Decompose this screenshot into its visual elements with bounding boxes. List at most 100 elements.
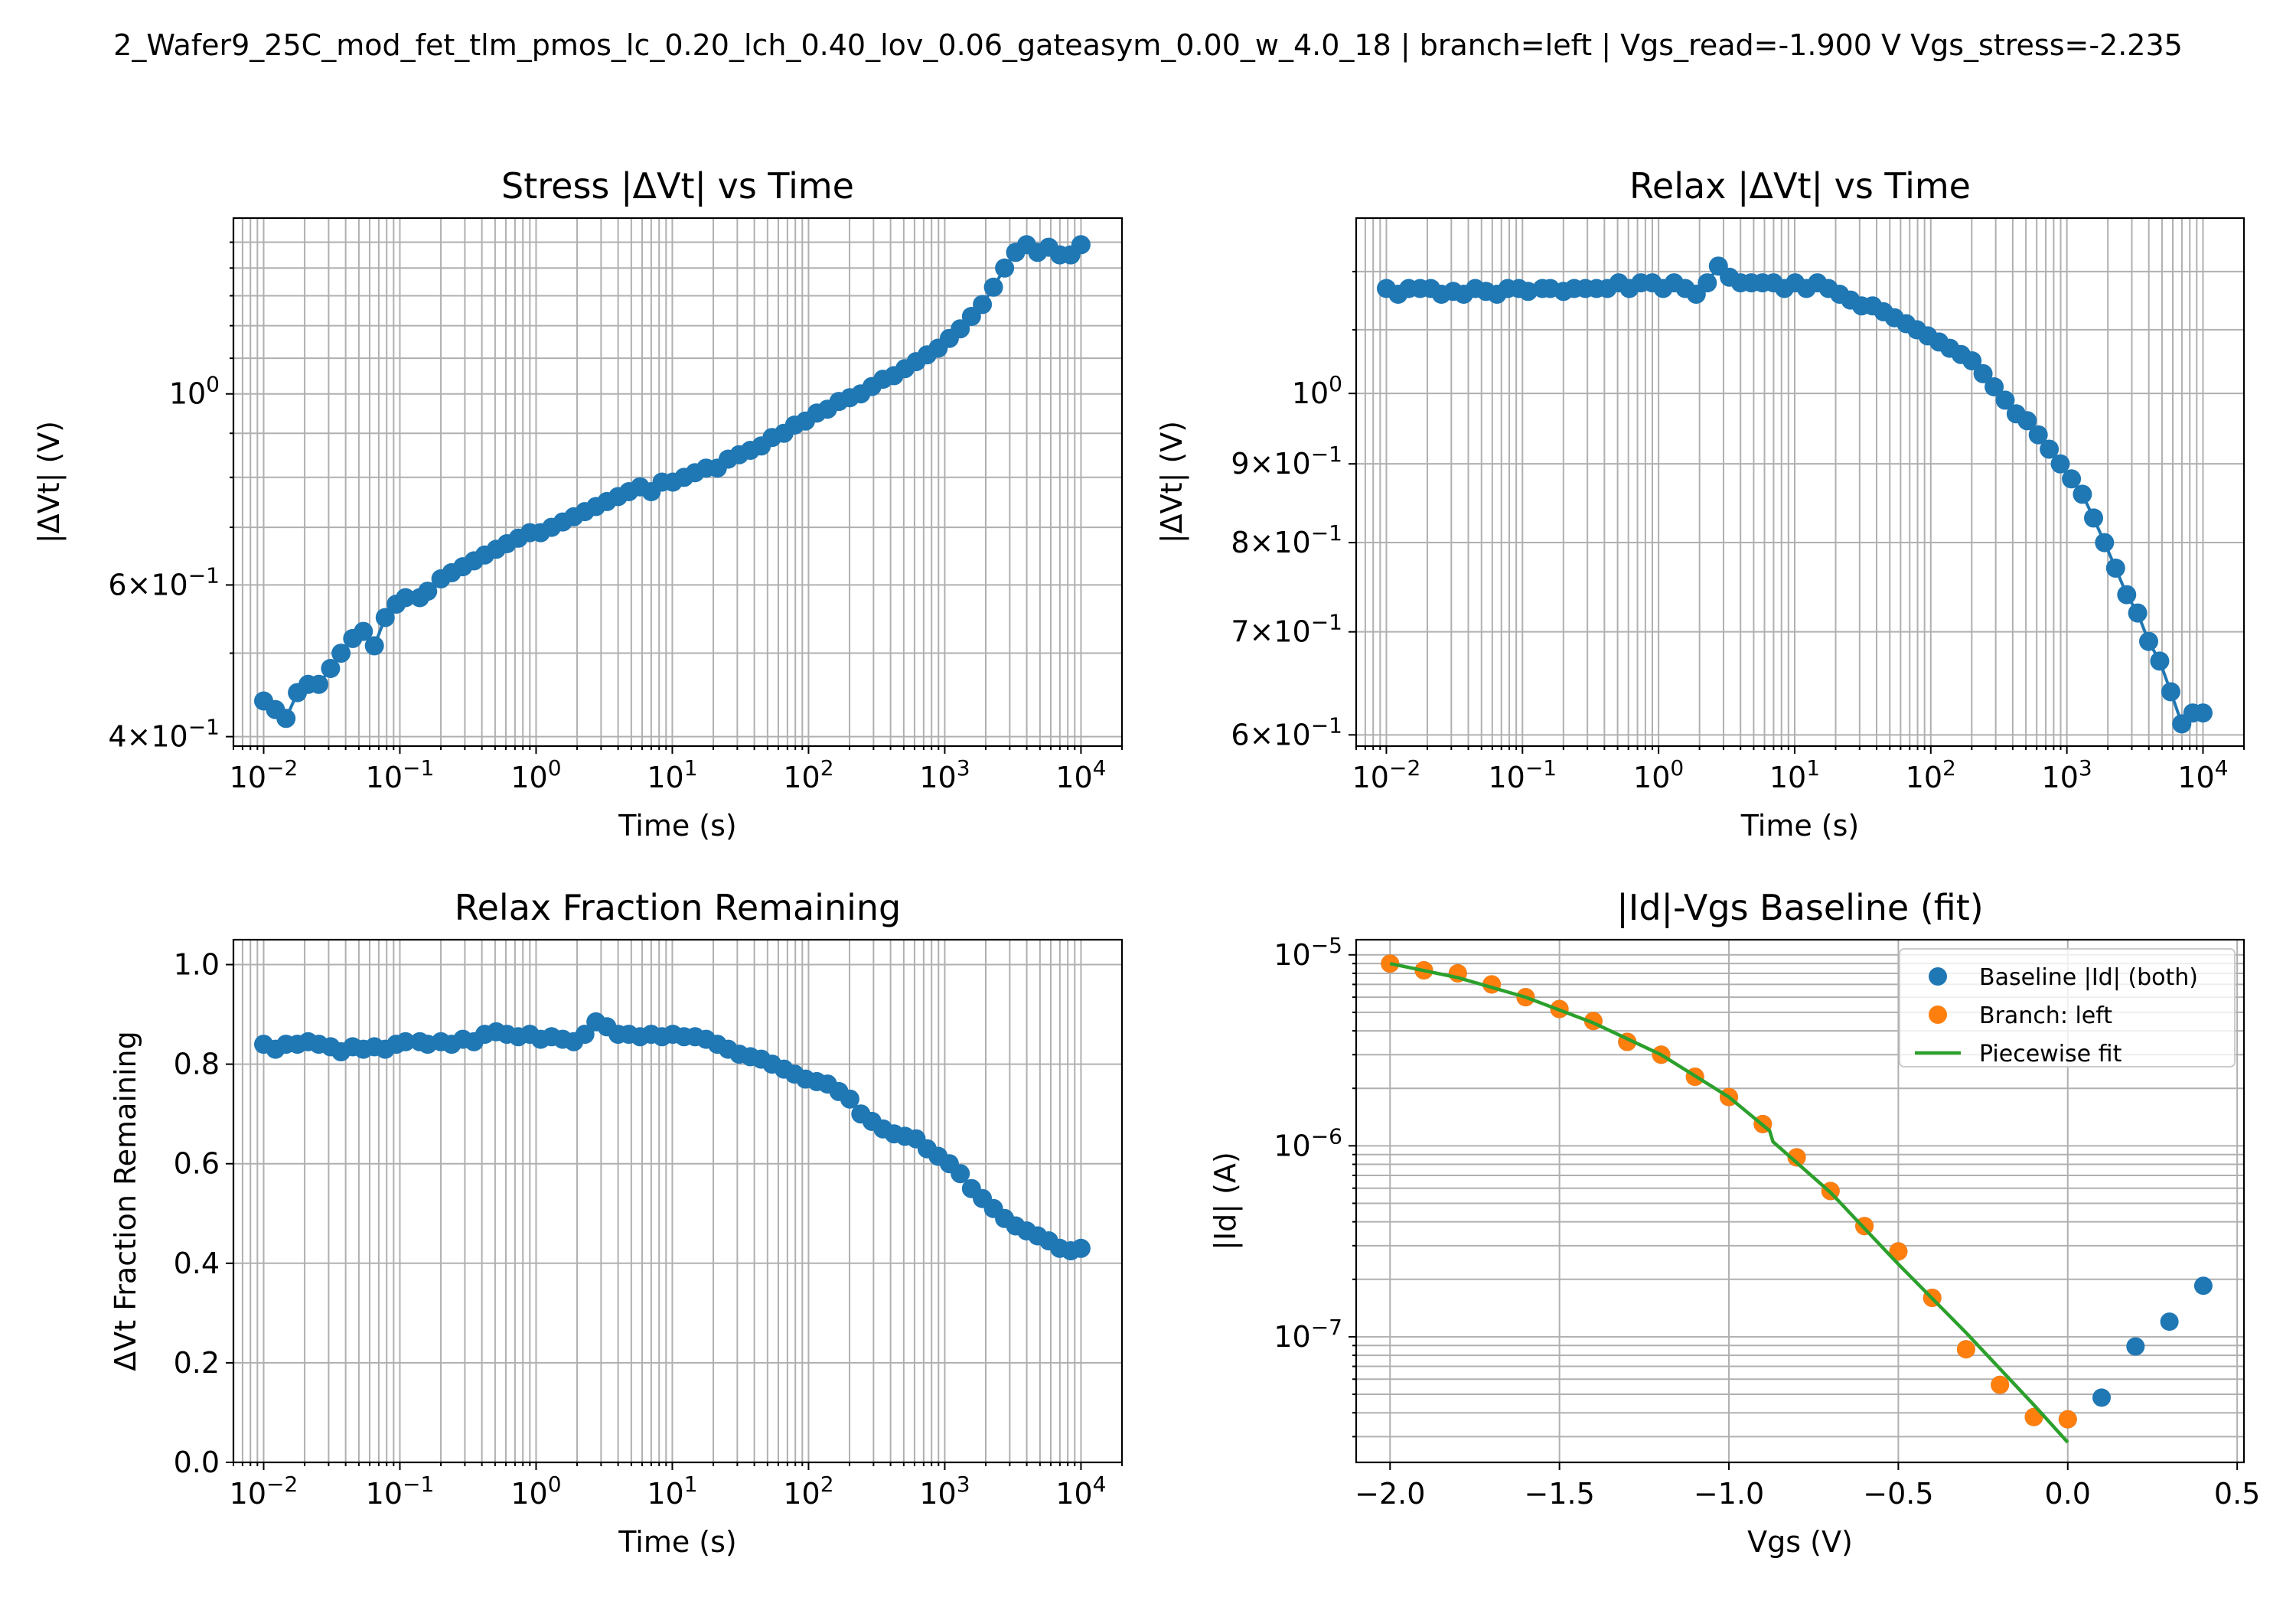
legend: Baseline |Id| (both) Branch: left Piecewis… <box>1899 948 2236 1068</box>
data-point <box>1962 351 1982 370</box>
branch-point <box>1956 1340 1975 1359</box>
data-point <box>2073 484 2092 504</box>
axes-frame <box>1355 938 2245 1464</box>
x-tick-label: 10−2 <box>230 1472 298 1511</box>
y-tick-label: 7×10−1 <box>1231 610 1342 649</box>
x-tick-label: −0.5 <box>1863 1477 1933 1511</box>
data-point <box>276 709 296 729</box>
data-point <box>951 319 970 339</box>
y-tick-label: 0.6 <box>174 1147 220 1181</box>
data-point <box>1071 235 1091 255</box>
x-tick-label: 103 <box>919 755 970 794</box>
x-tick-label: 104 <box>1055 1472 1106 1511</box>
data-point <box>2161 682 2180 702</box>
x-tick-label: −1.0 <box>1694 1477 1764 1511</box>
x-axis-label: Vgs (V) <box>1747 1525 1853 1559</box>
data-point <box>375 608 395 627</box>
baseline-point <box>2193 1276 2213 1296</box>
x-tick-label: 102 <box>783 755 833 794</box>
data-point <box>951 1164 970 1184</box>
y-tick-label: 9×10−1 <box>1231 442 1342 481</box>
branch-point <box>1787 1148 1806 1167</box>
data-point <box>973 295 993 315</box>
data-point <box>364 636 384 656</box>
data-point <box>396 588 416 608</box>
legend-box <box>1899 948 2236 1068</box>
data-point <box>418 582 438 601</box>
figure-suptitle: 2_Wafer9_25C_mod_fet_tlm_pmos_lc_0.20_lc… <box>113 28 2183 63</box>
data-point <box>2050 454 2070 474</box>
legend-label: Baseline |Id| (both) <box>1979 964 2198 991</box>
x-tick-label: 101 <box>647 1472 697 1511</box>
axes-frame <box>232 938 1124 1464</box>
y-tick-label: 6×10−1 <box>108 562 220 601</box>
x-tick-label: 104 <box>2177 755 2228 794</box>
data-point <box>331 644 351 663</box>
x-axis-label: Time (s) <box>618 809 737 843</box>
y-tick-label: 0.2 <box>174 1346 220 1380</box>
axes-frame <box>1355 217 2245 748</box>
baseline-point <box>2160 1312 2179 1332</box>
y-tick-label: 4×10−1 <box>108 715 220 754</box>
axes-frame <box>232 217 1124 748</box>
y-tick-label: 10−7 <box>1274 1315 1342 1354</box>
x-tick-label: 102 <box>783 1472 833 1511</box>
panel-relax: 10−2 10−1 100 101 102 103 104 6×10−1 7×10−1 8×10−… <box>1155 165 2245 843</box>
x-tick-label: 10−2 <box>230 755 298 794</box>
x-tick-label: 104 <box>1055 755 1106 794</box>
x-tick-label: 100 <box>510 1472 561 1511</box>
x-tick-label: 10−1 <box>366 755 435 794</box>
panel-title: |Id|-Vgs Baseline (fit) <box>1616 887 1983 929</box>
data-point <box>2095 533 2115 553</box>
x-tick-label: 101 <box>647 755 697 794</box>
data-point <box>1995 390 2015 410</box>
panel-title: Stress |ΔVt| vs Time <box>501 165 854 207</box>
data-point <box>2139 631 2158 651</box>
data-point <box>2040 439 2060 459</box>
y-axis-label: |ΔVt| (V) <box>32 421 67 543</box>
branch-point <box>1889 1242 1908 1261</box>
data-point <box>1071 1238 1091 1258</box>
x-axis-label: Time (s) <box>618 1525 737 1559</box>
x-tick-label: 0.0 <box>2045 1477 2091 1511</box>
x-tick-label: 10−1 <box>1488 755 1557 794</box>
x-tick-label: 100 <box>510 755 561 794</box>
y-tick-label: 0.8 <box>174 1048 220 1081</box>
y-tick-label: 10−5 <box>1274 933 1342 972</box>
baseline-point <box>2126 1337 2145 1356</box>
x-tick-label: 103 <box>2042 755 2092 794</box>
data-point <box>575 1025 595 1045</box>
y-tick-label: 8×10−1 <box>1231 520 1342 559</box>
x-axis-label: Time (s) <box>1740 809 1860 843</box>
data-point <box>1518 282 1538 302</box>
data-point <box>396 1032 416 1051</box>
data-point <box>2062 469 2082 489</box>
panel-stress: 10−2 10−1 100 101 102 103 104 4×10−1 6×10−1 100 St… <box>32 165 1124 843</box>
x-tick-label: 103 <box>919 1472 970 1511</box>
x-tick-label: −2.0 <box>1355 1477 1425 1511</box>
x-tick-label: 0.5 <box>2214 1477 2260 1511</box>
y-axis-label: ΔVt Fraction Remaining <box>109 1031 142 1371</box>
y-tick-label: 100 <box>169 372 220 411</box>
x-tick-label: 10−2 <box>1352 755 1421 794</box>
legend-label: Branch: left <box>1979 1002 2112 1029</box>
x-tick-label: 100 <box>1633 755 1684 794</box>
fit-line <box>1389 961 2069 1444</box>
data-point <box>2017 411 2037 431</box>
legend-label: Piecewise fit <box>1979 1041 2122 1068</box>
y-tick-label: 6×10−1 <box>1231 712 1342 751</box>
data-point <box>2028 425 2048 445</box>
data-point <box>983 277 1003 297</box>
data-point <box>1973 363 1993 383</box>
y-tick-label: 0.0 <box>174 1446 220 1479</box>
y-tick-label: 1.0 <box>174 948 220 982</box>
x-tick-label: 101 <box>1769 755 1820 794</box>
data-point <box>2193 703 2213 723</box>
panel-title: Relax |ΔVt| vs Time <box>1629 165 1971 207</box>
x-tick-label: 102 <box>1906 755 1956 794</box>
y-tick-label: 100 <box>1292 371 1342 410</box>
baseline-point <box>2092 1388 2111 1407</box>
data-point <box>2084 508 2103 528</box>
data-point <box>2105 558 2125 578</box>
